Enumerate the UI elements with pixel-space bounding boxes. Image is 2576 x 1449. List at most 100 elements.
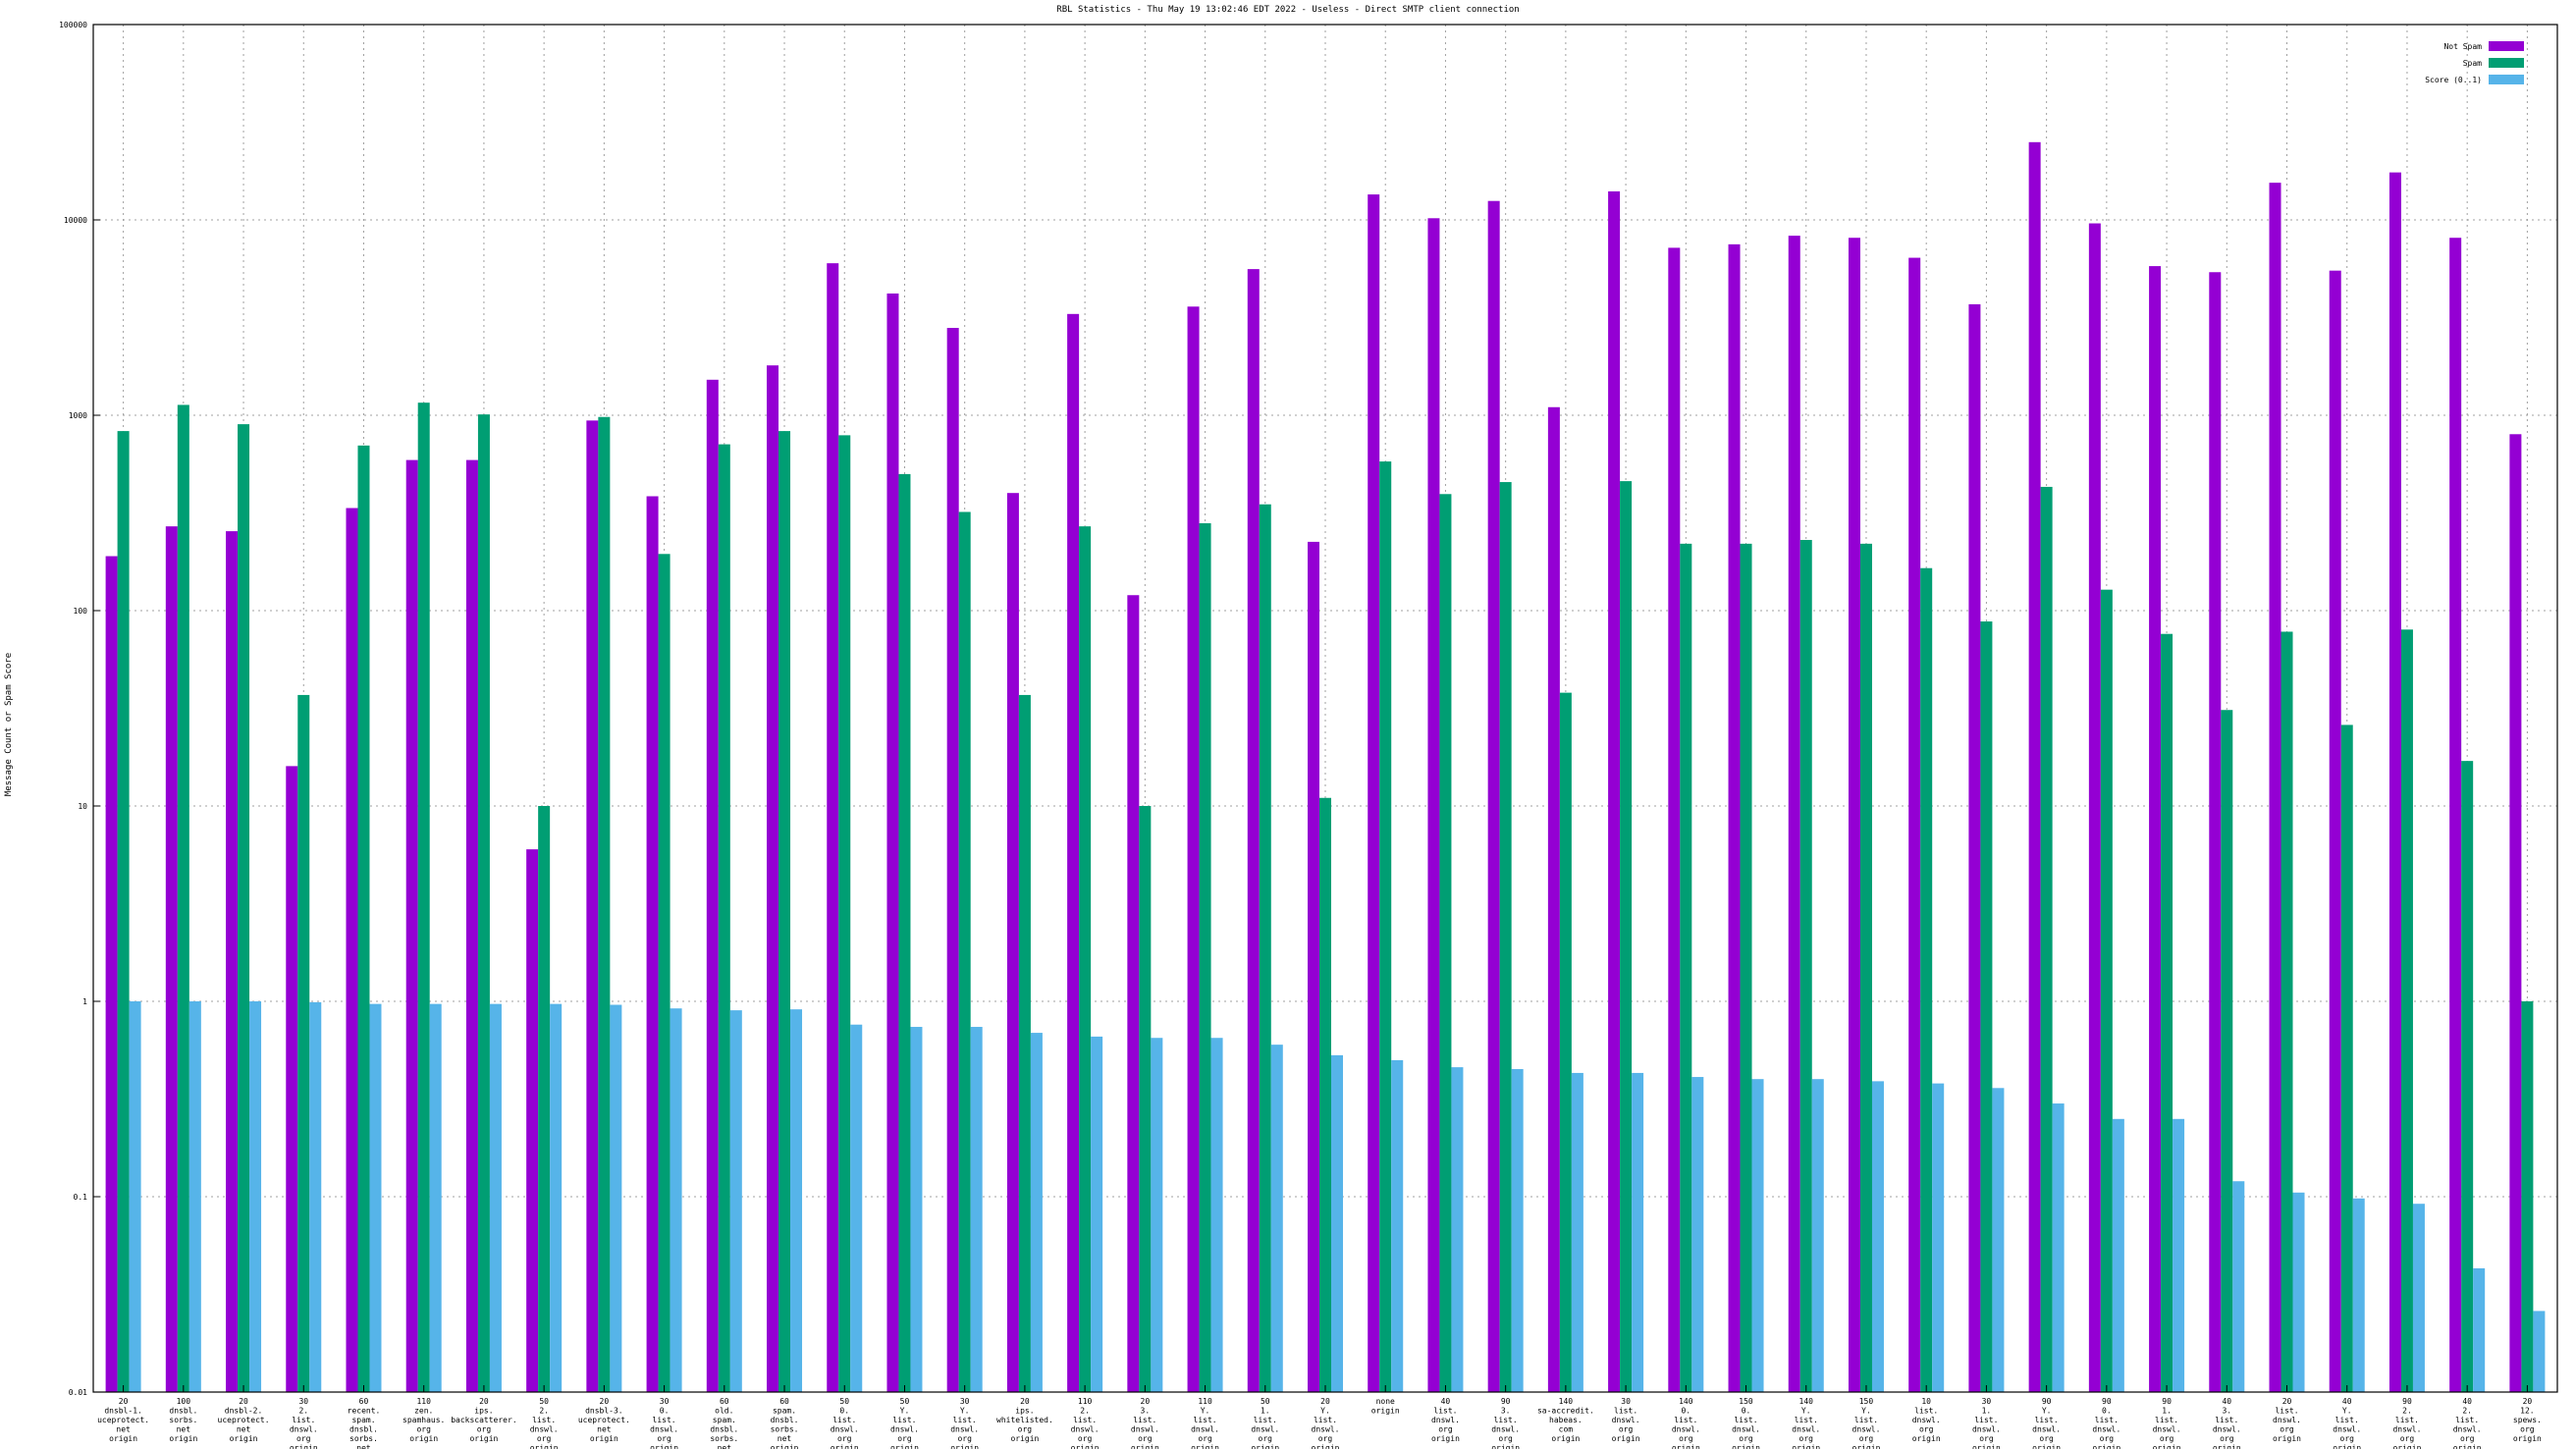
x-tick-label-line: 0. [2102, 1407, 2112, 1416]
x-tick-label-line: org [2160, 1434, 2174, 1443]
x-tick-label-line: dnswl. [831, 1425, 859, 1434]
x-tick-label-line: 20 [600, 1397, 610, 1406]
x-tick-label: 40 2. list. dnswl. org origin [2453, 1397, 2482, 1449]
bar-score-0-1 [2412, 1204, 2425, 1392]
bar-spam [658, 554, 671, 1392]
x-tick-label-line: org [1679, 1434, 1693, 1443]
bar-not-spam [1308, 541, 1319, 1392]
x-tick-label-line: origin [1672, 1444, 1700, 1449]
x-tick-label-line: net [237, 1425, 251, 1434]
x-tick-label-line: Y. [900, 1407, 910, 1416]
x-tick-label-line: uceprotect. [218, 1416, 270, 1424]
bar-not-spam [1968, 303, 1981, 1392]
x-tick-label-line: dnswl. [2333, 1425, 2361, 1434]
x-tick-label-line: list. [1314, 1416, 1337, 1424]
bar-spam [1740, 543, 1752, 1392]
bar-spam [1199, 523, 1211, 1392]
bar-not-spam [1848, 238, 1860, 1393]
bar-score-0-1 [670, 1008, 682, 1392]
x-tick-label-line: 12. [2520, 1407, 2534, 1416]
x-tick-label-line: org [1979, 1434, 1994, 1443]
bar-score-0-1 [2173, 1118, 2185, 1392]
x-tick-label-line: dnswl. [2453, 1425, 2482, 1434]
x-tick-label-line: 10 [1921, 1397, 1931, 1406]
bar-score-0-1 [1270, 1045, 1283, 1392]
x-tick-label-line: dnswl. [1852, 1425, 1881, 1434]
x-tick-label-line: 0. [660, 1407, 670, 1416]
legend: Not Spam Spam Score (0..1) [2425, 41, 2524, 84]
x-tick-label-line: origin [230, 1434, 258, 1443]
x-tick-label-line: 20 [2282, 1397, 2292, 1406]
bar-score-0-1 [2232, 1181, 2245, 1392]
bar-score-0-1 [249, 1001, 262, 1392]
bar-spam [1680, 543, 1692, 1392]
bar-spam [1018, 694, 1031, 1392]
x-tick-label: 30 2. list. dnswl. org origin [290, 1397, 318, 1449]
x-tick-label: 20 dnsbl-2. uceprotect. net origin [218, 1397, 270, 1443]
x-tick-label-line: dnswl. [1191, 1425, 1219, 1434]
x-tick-label: 90 0. list. dnswl. org origin [2092, 1397, 2120, 1449]
x-tick-label-line: 90 [1501, 1397, 1511, 1406]
x-tick-label-line: origin [2273, 1434, 2301, 1443]
x-tick-label-line: dnswl. [1251, 1425, 1279, 1434]
x-tick-label: 100 dnsbl. sorbs. net origin [169, 1397, 197, 1443]
x-tick-label-line: dnsbl-2. [225, 1407, 263, 1416]
x-tick-label-line: origin [1912, 1434, 1941, 1443]
x-tick-label-line: 50 [539, 1397, 549, 1406]
x-tick-label-line: org [1318, 1434, 1333, 1443]
bar-spam [898, 473, 911, 1392]
chart-title: RBL Statistics - Thu May 19 13:02:46 EDT… [1056, 5, 1519, 15]
x-tick-label-line: dnsbl. [349, 1425, 378, 1434]
x-tick-label: 40 3. list. dnswl. org origin [2213, 1397, 2241, 1449]
x-tick-label-line: 20 [119, 1397, 129, 1406]
bar-not-spam [2209, 272, 2222, 1392]
x-tick-label-line: ips. [1015, 1407, 1034, 1416]
x-tick-label-line: 90 [2042, 1397, 2052, 1406]
axis-layer [92, 24, 2558, 1393]
x-tick-label-line: list. [1974, 1416, 1998, 1424]
x-tick-label-line: list. [2455, 1416, 2479, 1424]
x-tick-label-line: 40 [2462, 1397, 2472, 1406]
x-tick-label-line: 90 [2162, 1397, 2172, 1406]
bar-spam [238, 424, 250, 1393]
x-tick-label-line: net [597, 1425, 612, 1434]
x-tick-label-line: 1. [1261, 1407, 1270, 1416]
bar-spam [1319, 797, 1331, 1392]
bar-spam [1799, 540, 1812, 1392]
bar-not-spam [226, 531, 239, 1392]
x-tick-label-line: list. [1734, 1416, 1757, 1424]
x-tick-label-line: zen. [414, 1407, 433, 1416]
x-tick-label-line: 3. [1501, 1407, 1511, 1416]
x-tick-label-line: org [1138, 1434, 1153, 1443]
x-tick-label-line: spam. [773, 1407, 796, 1416]
bar-not-spam [646, 496, 659, 1393]
x-tick-label: 50 1. list. dnswl. org origin [1251, 1397, 1279, 1449]
x-tick-label-line: uceprotect. [578, 1416, 630, 1424]
x-tick-label: 40 list. dnswl. org origin [1431, 1397, 1460, 1443]
bar-score-0-1 [910, 1027, 923, 1392]
x-tick-label-line: sorbs. [710, 1434, 738, 1443]
x-tick-label-line: origin [1612, 1434, 1640, 1443]
x-tick-label: 90 2. list. dnswl. org origin [2392, 1397, 2421, 1449]
x-tick-label-line: list. [1854, 1416, 1878, 1424]
bar-spam [2461, 761, 2474, 1392]
x-tick-label-line: spam. [351, 1416, 375, 1424]
y-tick-label: 10000 [64, 216, 87, 225]
x-tick-label-line: dnswl. [1491, 1425, 1520, 1434]
bar-score-0-1 [610, 1004, 622, 1392]
bar-not-spam [2329, 270, 2341, 1392]
bar-not-spam [405, 459, 418, 1392]
bar-not-spam [1487, 200, 1500, 1393]
x-tick-label-line: origin [469, 1434, 498, 1443]
x-tick-label: 30 0. list. dnswl. org origin [650, 1397, 678, 1449]
x-tick-label-line: sorbs. [771, 1425, 799, 1434]
x-tick-label-line: 20 [2523, 1397, 2533, 1406]
x-tick-label-line: origin [290, 1444, 318, 1449]
bar-not-spam [1608, 190, 1621, 1392]
bar-score-0-1 [729, 1010, 742, 1392]
x-tick-label-line: 0. [839, 1407, 849, 1416]
y-tick-label: 1000 [69, 411, 87, 420]
bar-score-0-1 [850, 1024, 863, 1392]
bar-not-spam [1368, 194, 1380, 1392]
x-tick-label-line: 2. [539, 1407, 549, 1416]
